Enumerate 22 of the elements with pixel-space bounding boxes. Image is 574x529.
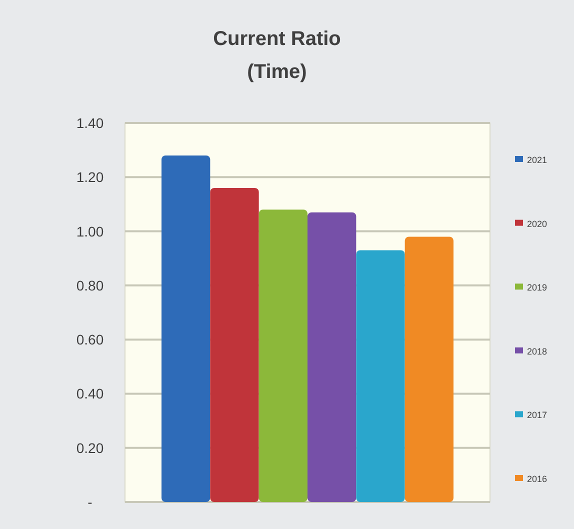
y-tick-label: 0.40: [76, 386, 104, 402]
bar: [356, 250, 405, 502]
bar: [210, 188, 259, 502]
y-tick-label: -: [88, 494, 93, 510]
legend-label: 2016: [527, 474, 548, 484]
y-tick-label: 1.00: [76, 223, 104, 240]
legend-label: 2018: [527, 346, 548, 356]
bar: [258, 210, 308, 502]
legend-label: 2017: [527, 410, 548, 420]
bar: [404, 236, 454, 502]
chart-title: Current Ratio: [213, 28, 341, 50]
y-tick-label: 0.20: [76, 440, 104, 456]
y-tick-label: 0.60: [76, 332, 104, 348]
y-tick-label: 1.40: [76, 115, 104, 131]
y-tick-label: 0.80: [76, 277, 104, 294]
legend-label: 2021: [527, 155, 548, 165]
y-tick-label: 1.20: [76, 169, 104, 186]
bar: [162, 155, 210, 502]
bar: [308, 212, 356, 502]
legend-label: 2020: [527, 218, 548, 229]
legend-label: 2019: [527, 282, 548, 293]
chart-subtitle: (Time): [247, 61, 307, 83]
